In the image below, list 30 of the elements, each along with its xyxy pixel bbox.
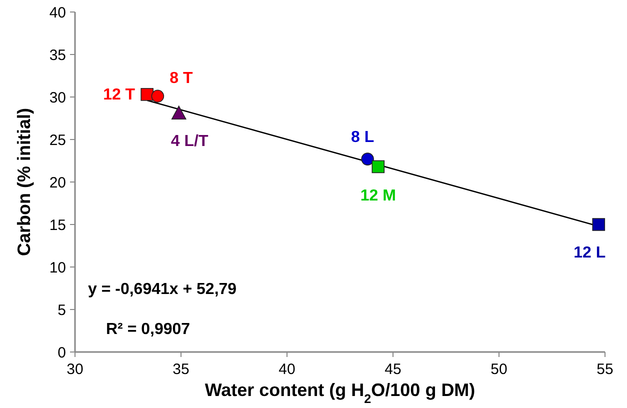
x-tick-label: 50	[490, 361, 508, 378]
x-tick-label: 35	[172, 361, 190, 378]
annotation: R² = 0,9907	[106, 321, 190, 338]
series-label: 8 L	[350, 129, 374, 146]
x-tick-label: 45	[384, 361, 402, 378]
point	[592, 218, 606, 231]
point	[151, 90, 164, 103]
y-tick-label: 15	[49, 216, 66, 234]
y-tick-label: 20	[49, 174, 66, 192]
y-axis-title: Carbon (% initial)	[14, 108, 34, 256]
series-label: 4 L/T	[170, 133, 208, 150]
y-tick-label: 30	[49, 89, 66, 106]
series-label: 12 M	[360, 188, 396, 205]
y-tick-label: 5	[58, 302, 66, 319]
point	[372, 160, 385, 174]
series-label: 12 L	[574, 244, 606, 262]
y-tick-label: 0	[58, 344, 66, 362]
series-label: 12 T	[103, 86, 136, 104]
point	[140, 88, 154, 101]
y-tick-label: 10	[49, 259, 66, 276]
point	[361, 152, 374, 166]
y-tick-label: 40	[49, 4, 66, 22]
x-tick-label: 40	[278, 361, 296, 378]
x-tick-label: 55	[596, 361, 614, 378]
y-tick-label: 25	[49, 132, 66, 149]
x-axis-title: Water content (g H$_{2}$O/100 g DM)	[204, 380, 476, 406]
series-label: 8 T	[170, 70, 194, 88]
annotation: y = -0,6941x + 52,79	[88, 281, 237, 298]
point	[171, 106, 186, 120]
y-tick-label: 35	[49, 46, 66, 64]
